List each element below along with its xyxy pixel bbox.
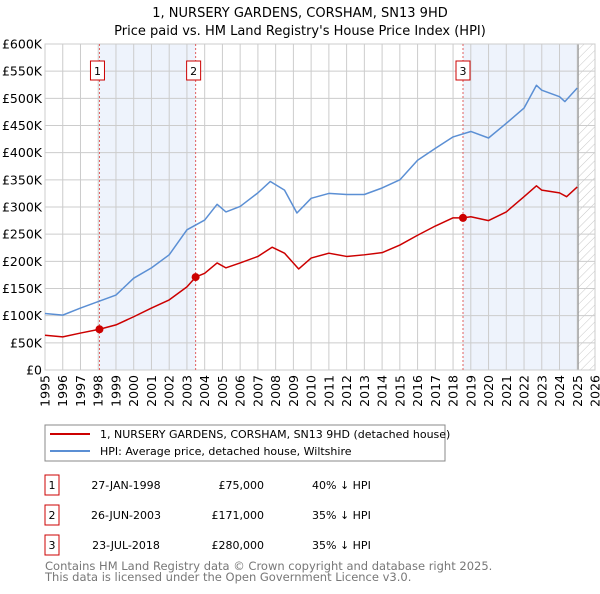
x-tick-label: 2014 xyxy=(375,375,390,407)
transaction-date: 23-JUL-2018 xyxy=(92,539,160,552)
transaction-number: 2 xyxy=(49,509,56,522)
x-tick-label: 2001 xyxy=(144,375,159,407)
x-tick-label: 1999 xyxy=(108,375,123,407)
x-tick-label: 2007 xyxy=(250,375,265,407)
footer-licence: This data is licensed under the Open Gov… xyxy=(44,570,411,584)
transaction-row: 3 23-JUL-2018 £280,000 35% ↓ HPI xyxy=(45,535,371,555)
y-tick-label: £300K xyxy=(2,200,43,215)
x-tick-label: 2012 xyxy=(339,375,354,407)
y-tick-label: £500K xyxy=(2,91,43,106)
chart-subtitle: Price paid vs. HM Land Registry's House … xyxy=(114,24,486,39)
x-tick-label: 1997 xyxy=(73,375,88,407)
transactions-table: 1 27-JAN-1998 £75,000 40% ↓ HPI 2 26-JUN-2003… xyxy=(45,475,371,555)
transaction-row: 1 27-JAN-1998 £75,000 40% ↓ HPI xyxy=(45,475,371,495)
x-tick-label: 2025 xyxy=(570,375,585,407)
chart-title: 1, NURSERY GARDENS, CORSHAM, SN13 9HD xyxy=(152,6,447,21)
y-tick-label: £550K xyxy=(2,64,43,79)
x-tick-label: 2009 xyxy=(286,375,301,407)
sale-point[interactable] xyxy=(95,325,103,333)
x-tick-label: 2021 xyxy=(499,375,514,407)
x-tick-label: 1995 xyxy=(38,375,53,407)
transaction-price: £171,000 xyxy=(212,509,265,522)
y-tick-label: £150K xyxy=(2,281,43,296)
x-tick-label: 1996 xyxy=(55,375,70,407)
transaction-number: 1 xyxy=(49,479,56,492)
x-tick-label: 2008 xyxy=(268,375,283,407)
y-tick-label: £450K xyxy=(2,118,43,133)
legend: 1, NURSERY GARDENS, CORSHAM, SN13 9HD (d… xyxy=(45,425,450,461)
sale-marker-label: 1 xyxy=(94,65,101,78)
sale-point[interactable] xyxy=(459,214,467,222)
x-tick-label: 2017 xyxy=(428,375,443,407)
y-tick-label: £50K xyxy=(10,335,43,350)
transaction-hpi-diff: 35% ↓ HPI xyxy=(312,509,371,522)
y-tick-label: £200K xyxy=(2,254,43,269)
x-tick-label: 2000 xyxy=(126,375,141,407)
x-tick-label: 2010 xyxy=(304,375,319,407)
x-tick-label: 2018 xyxy=(446,375,461,407)
legend-property-label: 1, NURSERY GARDENS, CORSHAM, SN13 9HD (d… xyxy=(100,428,450,441)
transaction-row: 2 26-JUN-2003 £171,000 35% ↓ HPI xyxy=(45,505,371,525)
sale-point[interactable] xyxy=(192,273,200,281)
transaction-date: 27-JAN-1998 xyxy=(91,479,160,492)
x-tick-label: 2004 xyxy=(197,375,212,407)
y-tick-label: £0 xyxy=(26,363,42,378)
y-tick-label: £350K xyxy=(2,172,43,187)
x-tick-label: 2002 xyxy=(162,375,177,407)
transaction-number: 3 xyxy=(49,539,56,552)
transaction-hpi-diff: 35% ↓ HPI xyxy=(312,539,371,552)
x-tick-label: 2026 xyxy=(588,375,600,407)
x-tick-label: 2019 xyxy=(463,375,478,407)
y-tick-label: £600K xyxy=(2,37,43,52)
y-tick-label: £400K xyxy=(2,145,43,160)
sale-marker-label: 2 xyxy=(190,65,197,78)
transaction-price: £75,000 xyxy=(219,479,265,492)
x-tick-label: 2011 xyxy=(321,375,336,407)
x-tick-label: 2024 xyxy=(552,375,567,407)
transaction-hpi-diff: 40% ↓ HPI xyxy=(312,479,371,492)
y-tick-label: £100K xyxy=(2,308,43,323)
transaction-date: 26-JUN-2003 xyxy=(91,509,161,522)
x-tick-label: 2020 xyxy=(481,375,496,407)
y-tick-label: £250K xyxy=(2,227,43,242)
x-tick-label: 2022 xyxy=(517,375,532,407)
legend-hpi-label: HPI: Average price, detached house, Wilt… xyxy=(100,445,352,458)
sale-marker-label: 3 xyxy=(460,65,467,78)
x-tick-label: 2023 xyxy=(534,375,549,407)
x-tick-label: 2003 xyxy=(179,375,194,407)
x-tick-label: 2005 xyxy=(215,375,230,407)
x-tick-label: 2013 xyxy=(357,375,372,407)
x-tick-label: 2015 xyxy=(392,375,407,407)
x-tick-label: 1998 xyxy=(91,375,106,407)
x-tick-label: 2006 xyxy=(233,375,248,407)
transaction-price: £280,000 xyxy=(212,539,265,552)
x-tick-label: 2016 xyxy=(410,375,425,407)
